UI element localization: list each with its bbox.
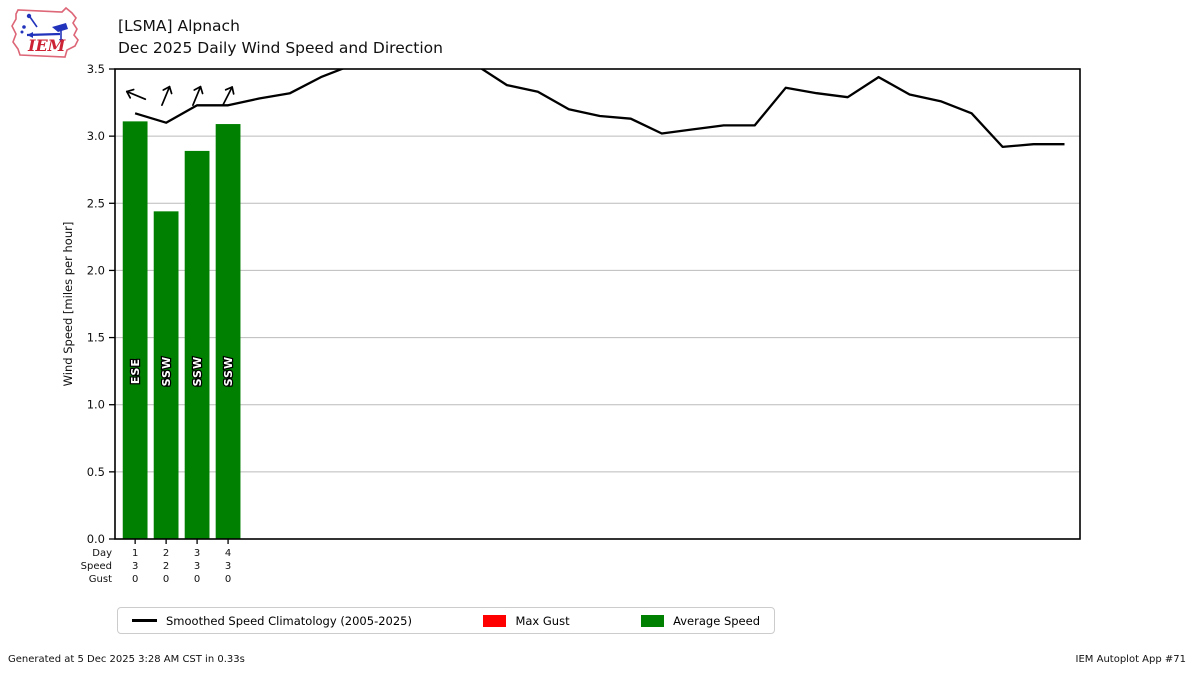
x-table-cell: 0 bbox=[194, 574, 200, 585]
legend-label: Average Speed bbox=[673, 613, 760, 628]
generated-at-text: Generated at 5 Dec 2025 3:28 AM CST in 0… bbox=[8, 654, 245, 665]
weather-vane-icon bbox=[20, 13, 68, 43]
average-speed-bar bbox=[184, 150, 210, 539]
average-speed-bar bbox=[215, 124, 241, 540]
wind-speed-chart: ESE SSW SSW SSW 0.0 0.5 1.0 1.5 2.0 2.5 3.0 3.5 Wind… bbox=[61, 62, 1081, 585]
y-tick-label: 0.5 bbox=[87, 465, 105, 479]
wind-direction-label: SSW bbox=[222, 356, 235, 386]
plot-border bbox=[114, 68, 1081, 540]
x-table-cell: 0 bbox=[225, 574, 231, 585]
wind-direction-label: SSW bbox=[160, 356, 173, 386]
y-tick-label: 1.5 bbox=[87, 331, 105, 345]
legend-item-1: Max Gust bbox=[483, 613, 570, 628]
y-tick-label: 2.0 bbox=[87, 263, 105, 277]
wind-direction-arrow-icon bbox=[161, 85, 173, 107]
y-axis-label: Wind Speed [miles per hour] bbox=[61, 222, 75, 387]
wind-direction-arrow-icon bbox=[192, 85, 204, 107]
chart-legend: Smoothed Speed Climatology (2005-2025) Ma… bbox=[117, 607, 775, 634]
legend-item-0: Smoothed Speed Climatology (2005-2025) bbox=[132, 614, 412, 628]
iowa-outline-icon bbox=[11, 6, 79, 58]
legend-color-swatch-icon bbox=[483, 614, 507, 627]
legend-label: Smoothed Speed Climatology (2005-2025) bbox=[166, 613, 412, 628]
wind-direction-arrow-icon bbox=[125, 88, 147, 101]
legend-item-2: Average Speed bbox=[641, 614, 760, 628]
x-table-cell: 1 bbox=[132, 548, 138, 559]
y-tick-label: 3.5 bbox=[87, 62, 105, 76]
y-tick-label: 0.0 bbox=[87, 532, 105, 546]
y-tick-label: 1.0 bbox=[87, 398, 105, 412]
wind-direction-label: ESE bbox=[129, 358, 142, 384]
x-table-cell: 0 bbox=[163, 574, 169, 585]
average-speed-bar bbox=[122, 121, 148, 539]
app-id-text: IEM Autoplot App #71 bbox=[1075, 654, 1186, 665]
chart-title: [LSMA] Alpnach bbox=[118, 17, 240, 35]
x-table-cell: 2 bbox=[163, 548, 169, 559]
chart-titles: [LSMA] Alpnach Dec 2025 Daily Wind Speed… bbox=[118, 15, 443, 59]
x-table-cell: 3 bbox=[225, 561, 231, 572]
x-table-row-label: Speed bbox=[81, 561, 112, 572]
x-table-cell: 0 bbox=[132, 574, 138, 585]
x-table-cell: 3 bbox=[132, 561, 138, 572]
x-table-cell: 3 bbox=[194, 561, 200, 572]
iem-logo: IEM bbox=[11, 6, 79, 58]
y-tick-label: 2.5 bbox=[87, 196, 105, 210]
x-table-cell: 4 bbox=[225, 548, 231, 559]
average-speed-bar bbox=[153, 211, 179, 540]
x-table-row-label: Day bbox=[92, 548, 112, 559]
chart-subtitle: Dec 2025 Daily Wind Speed and Direction bbox=[118, 39, 443, 57]
x-table-row-label: Gust bbox=[89, 574, 112, 585]
legend-line-swatch-icon bbox=[132, 619, 157, 622]
legend-label: Max Gust bbox=[515, 613, 570, 628]
iem-logo-text: IEM bbox=[27, 36, 67, 55]
x-table-cell: 3 bbox=[194, 548, 200, 559]
legend-color-swatch-icon bbox=[641, 614, 665, 627]
y-tick-label: 3.0 bbox=[87, 129, 105, 143]
wind-direction-arrow-icon bbox=[222, 86, 235, 106]
climatology-line bbox=[134, 69, 1065, 149]
wind-direction-label: SSW bbox=[191, 356, 204, 386]
x-table-cell: 2 bbox=[163, 561, 169, 572]
